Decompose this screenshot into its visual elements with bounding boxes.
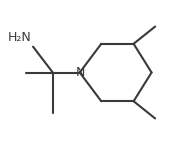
Text: H₂N: H₂N — [8, 31, 32, 44]
Text: N: N — [76, 66, 85, 79]
